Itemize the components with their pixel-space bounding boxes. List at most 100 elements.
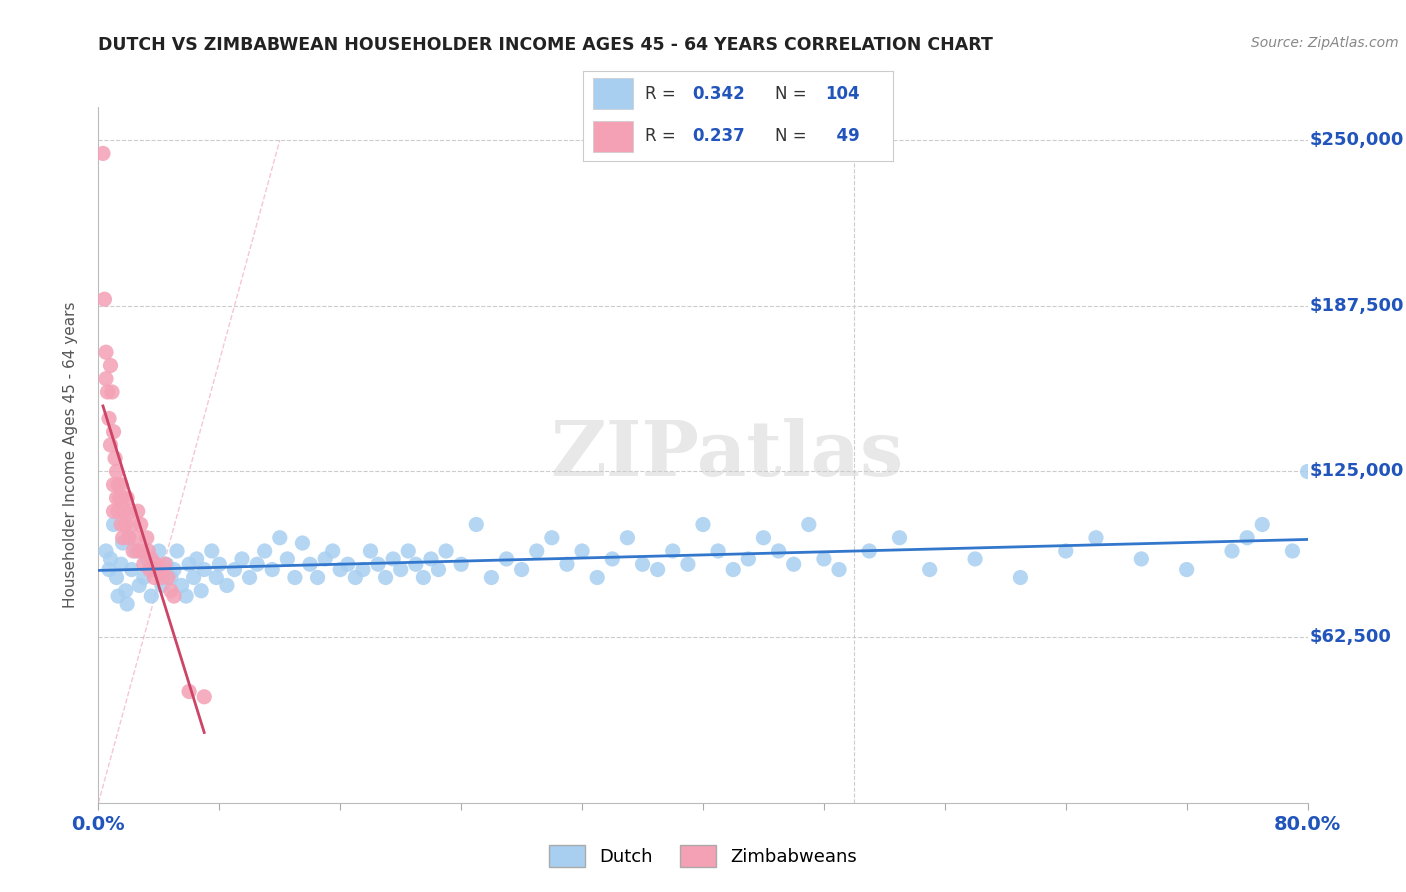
Point — [1130, 552, 1153, 566]
Point — [1281, 544, 1303, 558]
Point — [190, 583, 212, 598]
Y-axis label: Householder Income Ages 45 - 64 years: Householder Income Ages 45 - 64 years — [63, 301, 77, 608]
Point — [510, 563, 533, 577]
Point — [481, 570, 503, 584]
Point — [148, 563, 170, 577]
Point — [246, 558, 269, 572]
Point — [1236, 531, 1258, 545]
Point — [405, 558, 427, 572]
Point — [782, 558, 804, 572]
Point — [103, 517, 125, 532]
Point — [586, 570, 609, 584]
Point — [602, 552, 624, 566]
Point — [91, 146, 114, 161]
Point — [155, 558, 177, 572]
Text: R =: R = — [645, 128, 682, 145]
Point — [396, 544, 419, 558]
Point — [526, 544, 548, 558]
Point — [150, 578, 173, 592]
Point — [1251, 517, 1274, 532]
Point — [103, 425, 125, 439]
Point — [314, 552, 336, 566]
Point — [752, 531, 775, 545]
Point — [1220, 544, 1243, 558]
Point — [427, 563, 450, 577]
Point — [135, 531, 157, 545]
Point — [284, 570, 307, 584]
Point — [676, 558, 699, 572]
Point — [965, 552, 987, 566]
Point — [661, 544, 683, 558]
Text: N =: N = — [775, 128, 813, 145]
Point — [307, 570, 329, 584]
Bar — [593, 78, 633, 109]
Point — [692, 517, 714, 532]
Point — [768, 544, 790, 558]
Point — [540, 531, 562, 545]
Point — [555, 558, 578, 572]
Point — [797, 517, 820, 532]
Point — [177, 558, 201, 572]
Point — [183, 570, 205, 584]
Point — [129, 517, 152, 532]
Point — [103, 477, 125, 491]
Point — [160, 570, 183, 584]
Point — [105, 570, 128, 584]
Point — [108, 491, 131, 505]
Point — [98, 563, 121, 577]
Point — [1054, 544, 1077, 558]
Point — [329, 563, 352, 577]
Point — [374, 570, 396, 584]
Point — [136, 544, 159, 558]
Point — [156, 570, 179, 584]
Point — [828, 563, 851, 577]
Point — [367, 558, 389, 572]
Point — [103, 504, 125, 518]
Point — [143, 570, 166, 584]
Point — [616, 531, 638, 545]
Point — [94, 372, 117, 386]
Point — [163, 589, 186, 603]
Text: R =: R = — [645, 85, 682, 103]
Point — [107, 589, 129, 603]
Point — [631, 558, 654, 572]
Point — [132, 558, 155, 572]
Point — [115, 491, 138, 505]
Point — [205, 570, 228, 584]
Point — [114, 583, 136, 598]
Point — [322, 544, 344, 558]
Point — [382, 552, 405, 566]
Point — [93, 292, 115, 306]
Text: DUTCH VS ZIMBABWEAN HOUSEHOLDER INCOME AGES 45 - 64 YEARS CORRELATION CHART: DUTCH VS ZIMBABWEAN HOUSEHOLDER INCOME A… — [98, 36, 993, 54]
Point — [94, 544, 117, 558]
Text: $62,500: $62,500 — [1310, 628, 1392, 646]
Point — [918, 563, 941, 577]
Point — [647, 563, 669, 577]
Point — [141, 552, 163, 566]
Point — [111, 531, 134, 545]
Text: Source: ZipAtlas.com: Source: ZipAtlas.com — [1251, 36, 1399, 50]
Point — [177, 684, 201, 698]
Point — [170, 578, 193, 592]
Point — [111, 536, 134, 550]
Point — [125, 544, 148, 558]
Point — [112, 504, 135, 518]
Point — [105, 465, 128, 479]
Point — [98, 411, 121, 425]
Point — [1010, 570, 1032, 584]
Point — [128, 544, 150, 558]
Point — [96, 384, 118, 399]
Point — [1296, 465, 1319, 479]
Text: 0.237: 0.237 — [692, 128, 745, 145]
Point — [135, 552, 157, 566]
Point — [193, 563, 215, 577]
Point — [360, 544, 382, 558]
Point — [186, 552, 208, 566]
Point — [115, 597, 138, 611]
Point — [344, 570, 367, 584]
Point — [224, 563, 246, 577]
Point — [239, 570, 262, 584]
Legend: Dutch, Zimbabweans: Dutch, Zimbabweans — [541, 838, 865, 874]
Text: ZIPatlas: ZIPatlas — [551, 418, 904, 491]
Point — [100, 552, 122, 566]
